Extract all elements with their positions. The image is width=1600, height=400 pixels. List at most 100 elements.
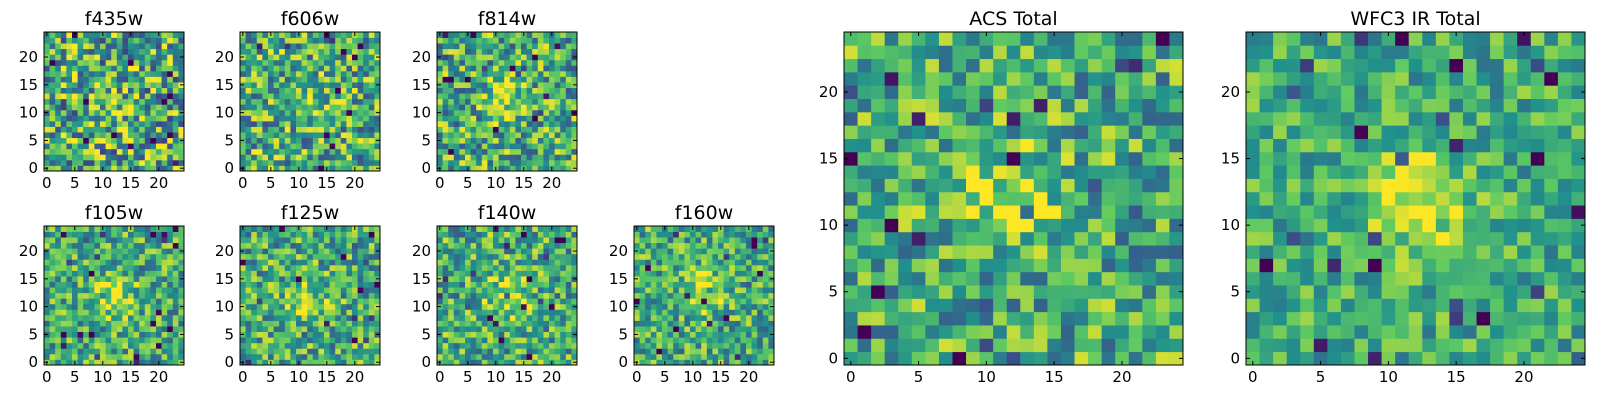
heatmap-cell xyxy=(706,248,713,255)
heatmap-cell xyxy=(751,309,758,316)
heatmap-cell xyxy=(639,320,646,327)
heatmap-cell xyxy=(521,143,527,150)
heatmap-cell xyxy=(178,104,185,111)
heatmap-cell xyxy=(83,326,90,333)
heatmap-cell xyxy=(706,237,713,244)
heatmap-cell xyxy=(571,115,578,122)
heatmap-cell xyxy=(268,37,274,44)
heatmap-cell xyxy=(465,148,471,155)
heatmap-cell xyxy=(172,342,179,349)
heatmap-cell xyxy=(515,292,522,299)
heatmap-cell xyxy=(346,298,353,305)
heatmap-cell xyxy=(650,237,657,244)
heatmap-cell xyxy=(374,342,381,349)
heatmap-cell xyxy=(509,109,516,116)
heatmap-cell xyxy=(251,48,258,55)
heatmap-cell xyxy=(357,120,364,127)
heatmap-cell xyxy=(256,348,263,355)
heatmap-cell xyxy=(712,264,719,271)
heatmap-cell xyxy=(481,303,488,310)
heatmap-cell xyxy=(560,287,567,294)
heatmap-cell xyxy=(156,303,162,310)
heatmap-cell xyxy=(515,226,522,232)
heatmap-cell xyxy=(470,320,477,327)
heatmap-cell xyxy=(100,253,106,260)
heatmap-cell xyxy=(481,276,488,282)
heatmap-cell xyxy=(442,359,449,366)
heatmap-cell xyxy=(167,226,174,232)
heatmap-cell xyxy=(301,348,308,355)
heatmap-cell xyxy=(884,191,899,206)
heatmap-cell xyxy=(1142,298,1157,313)
heatmap-cell xyxy=(273,303,280,310)
y-tick-label: 10 xyxy=(412,104,431,122)
heatmap-cell xyxy=(256,253,263,260)
heatmap-cell xyxy=(537,276,544,282)
heatmap-cell xyxy=(72,48,78,55)
heatmap-cell xyxy=(442,276,449,282)
heatmap-cell xyxy=(301,143,308,150)
heatmap-cell xyxy=(66,259,73,266)
heatmap-cell xyxy=(532,342,539,349)
heatmap-cell xyxy=(549,59,555,66)
heatmap-cell xyxy=(55,264,62,271)
heatmap-cell xyxy=(746,298,752,305)
heatmap-cell xyxy=(329,331,336,338)
heatmap-cell xyxy=(453,137,460,144)
heatmap-cell xyxy=(1115,218,1130,233)
heatmap-cell xyxy=(139,309,146,316)
heatmap-cell xyxy=(352,148,358,155)
heatmap-cell xyxy=(634,237,640,244)
heatmap-cell xyxy=(476,303,483,310)
heatmap-cell xyxy=(762,353,769,360)
heatmap-cell xyxy=(139,292,146,299)
heatmap-cell xyxy=(256,82,263,88)
heatmap-cell xyxy=(133,37,140,44)
heatmap-cell xyxy=(94,43,101,50)
heatmap-cell xyxy=(684,270,691,277)
heatmap-cell xyxy=(352,104,358,111)
heatmap-cell xyxy=(240,292,246,299)
heatmap-cell xyxy=(465,320,471,327)
heatmap-cell xyxy=(273,237,280,244)
panel-frame xyxy=(436,225,578,366)
heatmap-cell xyxy=(256,248,263,255)
heatmap-cell xyxy=(83,259,90,266)
heatmap-cell xyxy=(312,126,319,133)
panel-frame xyxy=(633,225,775,366)
heatmap-cell xyxy=(667,242,674,249)
heatmap-cell xyxy=(673,242,680,249)
heatmap-cell xyxy=(493,54,499,61)
heatmap-cell xyxy=(256,226,263,232)
heatmap-cell xyxy=(329,326,336,333)
heatmap-cell xyxy=(172,104,179,111)
heatmap-cell xyxy=(504,259,511,266)
heatmap-cell xyxy=(128,120,134,127)
heatmap-cell xyxy=(83,93,90,100)
heatmap-cell xyxy=(340,348,347,355)
heatmap-cell xyxy=(44,159,50,166)
heatmap-cell xyxy=(762,337,769,344)
heatmap-cell xyxy=(498,43,505,50)
heatmap-cell xyxy=(55,137,62,144)
heatmap-cell xyxy=(526,82,533,88)
heatmap-cell xyxy=(83,231,90,238)
heatmap-cell xyxy=(476,98,483,105)
heatmap-cell xyxy=(656,331,663,338)
heatmap-cell xyxy=(543,320,550,327)
heatmap-cell xyxy=(150,242,157,249)
heatmap-cell xyxy=(144,115,151,122)
heatmap-cell xyxy=(296,264,302,271)
heatmap-cell xyxy=(251,359,258,366)
heatmap-cell xyxy=(72,76,78,83)
heatmap-cell xyxy=(284,93,291,100)
heatmap-cell xyxy=(296,115,302,122)
heatmap-cell xyxy=(256,120,263,127)
heatmap-cell xyxy=(734,276,741,282)
heatmap-cell xyxy=(453,93,460,100)
heatmap-cell xyxy=(481,314,488,321)
heatmap-cell xyxy=(240,76,246,83)
heatmap-cell xyxy=(357,154,364,161)
heatmap-cell xyxy=(448,59,455,66)
heatmap-cell xyxy=(442,32,449,38)
